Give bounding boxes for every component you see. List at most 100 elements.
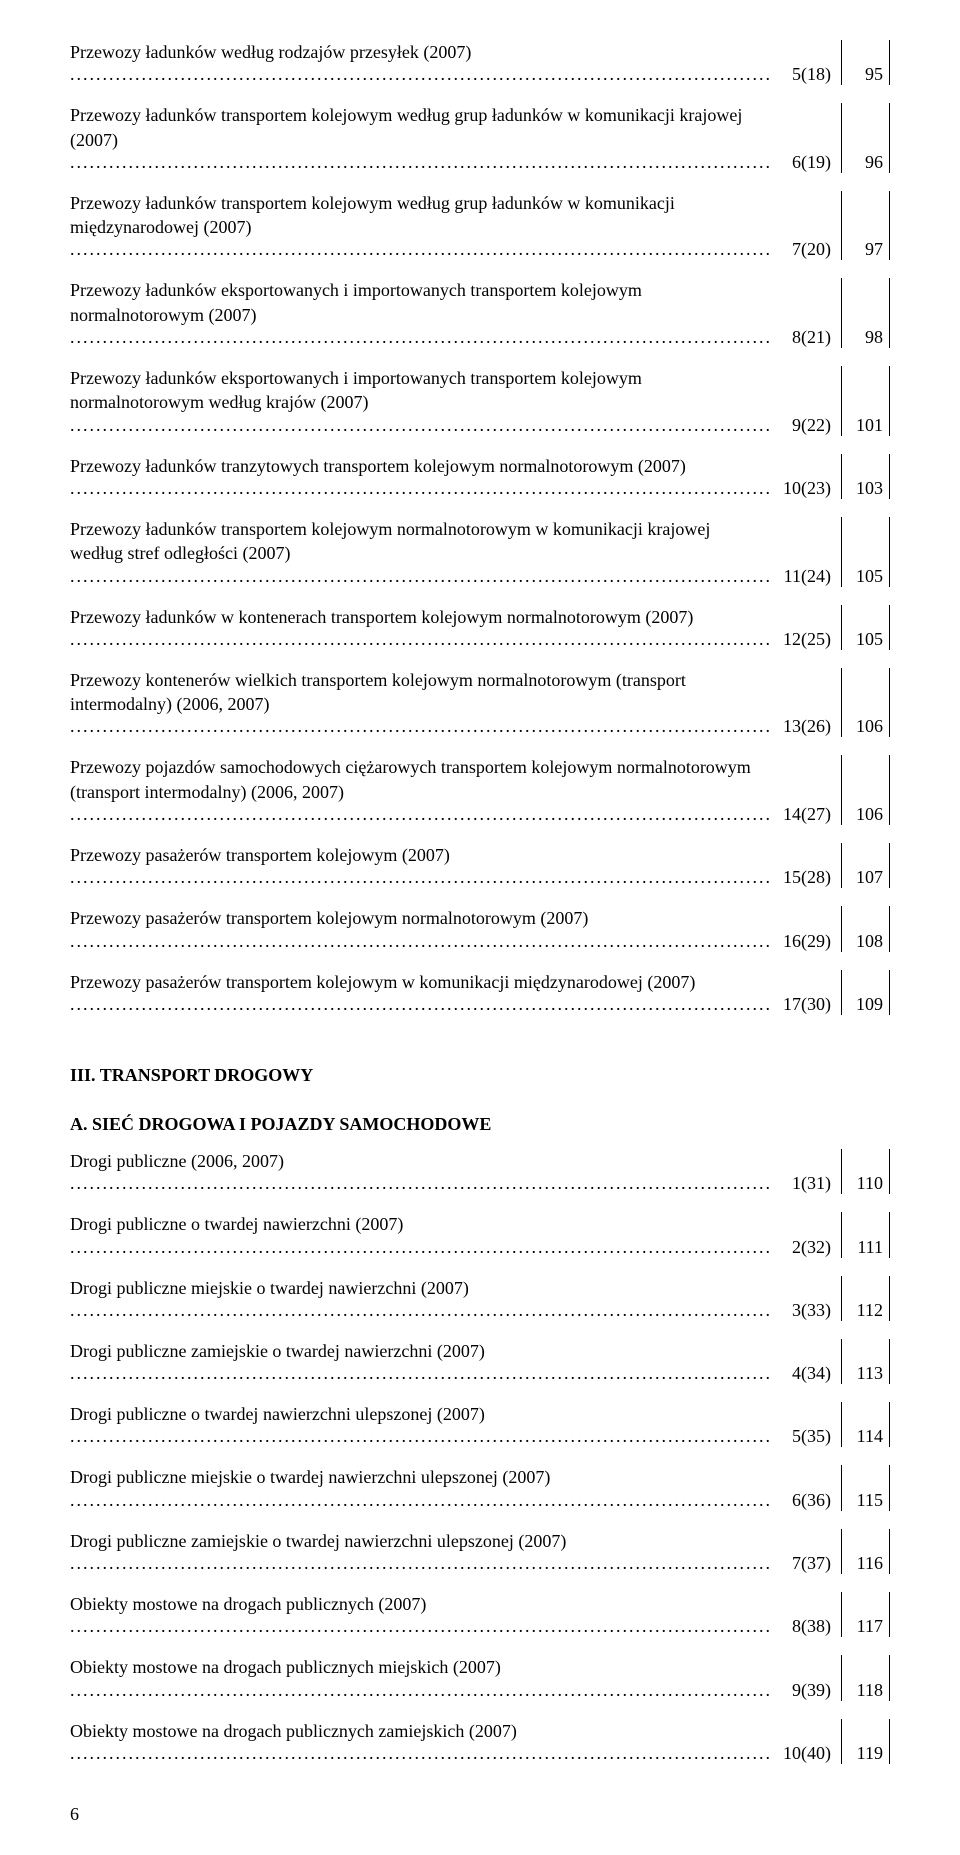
toc-entry-label: Przewozy kontenerów wielkich transportem… — [70, 670, 686, 714]
dotted-leader: ........................................… — [70, 1680, 772, 1700]
dotted-leader: ........................................… — [70, 1237, 772, 1257]
dotted-leader: ........................................… — [70, 1616, 772, 1636]
toc-entry: Drogi publiczne miejskie o twardej nawie… — [70, 1465, 890, 1510]
toc-entry: Przewozy kontenerów wielkich transportem… — [70, 668, 890, 738]
toc-entry-ref: 7(20) — [772, 191, 842, 261]
toc-entry-ref: 5(35) — [772, 1402, 842, 1447]
toc-list-1: Przewozy ładunków według rodzajów przesy… — [70, 40, 890, 1015]
toc-entry: Przewozy ładunków transportem kolejowym … — [70, 191, 890, 261]
toc-entry-ref: 5(18) — [772, 40, 842, 85]
toc-entry-ref: 9(39) — [772, 1655, 842, 1700]
toc-entry-label: Drogi publiczne (2006, 2007) — [70, 1151, 286, 1171]
toc-entry: Drogi publiczne (2006, 2007) ...........… — [70, 1149, 890, 1194]
toc-entry-text: Przewozy ładunków transportem kolejowym … — [70, 517, 772, 587]
toc-entry-label: Przewozy pasażerów transportem kolejowym… — [70, 845, 452, 865]
toc-entry-page: 110 — [842, 1149, 890, 1194]
toc-entry-page: 105 — [842, 517, 890, 587]
toc-entry-text: Przewozy ładunków eksportowanych i impor… — [70, 278, 772, 348]
toc-entry-label: Obiekty mostowe na drogach publicznych m… — [70, 1657, 503, 1677]
toc-entry-label: Przewozy ładunków w kontenerach transpor… — [70, 607, 695, 627]
page-number: 6 — [70, 1804, 890, 1825]
toc-entry-label: Przewozy ładunków transportem kolejowym … — [70, 105, 742, 149]
toc-entry-page: 96 — [842, 103, 890, 173]
toc-entry-label: Obiekty mostowe na drogach publicznych z… — [70, 1721, 519, 1741]
toc-entry-page: 119 — [842, 1719, 890, 1764]
dotted-leader: ........................................… — [70, 716, 772, 736]
toc-entry-label: Przewozy ładunków transportem kolejowym … — [70, 193, 675, 237]
toc-entry: Obiekty mostowe na drogach publicznych m… — [70, 1655, 890, 1700]
toc-entry-label: Drogi publiczne o twardej nawierzchni (2… — [70, 1214, 405, 1234]
toc-entry: Przewozy ładunków według rodzajów przesy… — [70, 40, 890, 85]
toc-entry-ref: 11(24) — [772, 517, 842, 587]
toc-entry-ref: 4(34) — [772, 1339, 842, 1384]
dotted-leader: ........................................… — [70, 566, 772, 586]
dotted-leader: ........................................… — [70, 1743, 772, 1763]
dotted-leader: ........................................… — [70, 994, 772, 1014]
toc-entry-page: 95 — [842, 40, 890, 85]
toc-entry-ref: 10(40) — [772, 1719, 842, 1764]
toc-entry-page: 117 — [842, 1592, 890, 1637]
toc-entry-ref: 2(32) — [772, 1212, 842, 1257]
toc-entry: Przewozy ładunków transportem kolejowym … — [70, 517, 890, 587]
toc-entry-text: Przewozy ładunków według rodzajów przesy… — [70, 40, 772, 85]
toc-entry-label: Drogi publiczne miejskie o twardej nawie… — [70, 1467, 552, 1487]
dotted-leader: ........................................… — [70, 1173, 772, 1193]
toc-entry-ref: 13(26) — [772, 668, 842, 738]
toc-entry-ref: 1(31) — [772, 1149, 842, 1194]
toc-entry-page: 108 — [842, 906, 890, 951]
dotted-leader: ........................................… — [70, 478, 772, 498]
toc-entry-label: Przewozy ładunków eksportowanych i impor… — [70, 368, 642, 412]
toc-entry: Drogi publiczne zamiejskie o twardej naw… — [70, 1339, 890, 1384]
toc-entry-page: 112 — [842, 1276, 890, 1321]
toc-entry: Obiekty mostowe na drogach publicznych z… — [70, 1719, 890, 1764]
toc-entry-ref: 7(37) — [772, 1529, 842, 1574]
toc-entry-page: 98 — [842, 278, 890, 348]
toc-entry-label: Obiekty mostowe na drogach publicznych (… — [70, 1594, 428, 1614]
dotted-leader: ........................................… — [70, 1300, 772, 1320]
toc-entry-label: Drogi publiczne zamiejskie o twardej naw… — [70, 1531, 568, 1551]
toc-entry-text: Obiekty mostowe na drogach publicznych z… — [70, 1719, 772, 1764]
toc-entry-label: Przewozy pasażerów transportem kolejowym… — [70, 908, 590, 928]
toc-entry-label: Przewozy ładunków tranzytowych transport… — [70, 456, 688, 476]
toc-entry-text: Przewozy pasażerów transportem kolejowym… — [70, 906, 772, 951]
toc-entry-page: 103 — [842, 454, 890, 499]
toc-entry-page: 105 — [842, 605, 890, 650]
toc-entry-ref: 12(25) — [772, 605, 842, 650]
toc-entry-ref: 15(28) — [772, 843, 842, 888]
toc-entry-ref: 8(21) — [772, 278, 842, 348]
toc-entry-text: Obiekty mostowe na drogach publicznych m… — [70, 1655, 772, 1700]
toc-entry-ref: 9(22) — [772, 366, 842, 436]
toc-list-2: Drogi publiczne (2006, 2007) ...........… — [70, 1149, 890, 1764]
toc-entry-text: Obiekty mostowe na drogach publicznych (… — [70, 1592, 772, 1637]
toc-entry: Przewozy ładunków tranzytowych transport… — [70, 454, 890, 499]
toc-entry: Obiekty mostowe na drogach publicznych (… — [70, 1592, 890, 1637]
section-heading-3: III. TRANSPORT DROGOWY — [70, 1065, 890, 1086]
toc-entry-page: 114 — [842, 1402, 890, 1447]
toc-entry-page: 111 — [842, 1212, 890, 1257]
toc-entry-page: 107 — [842, 843, 890, 888]
subsection-heading-3a: A. SIEĆ DROGOWA I POJAZDY SAMOCHODOWE — [70, 1114, 890, 1135]
toc-entry-page: 106 — [842, 668, 890, 738]
toc-entry-page: 116 — [842, 1529, 890, 1574]
toc-entry-ref: 17(30) — [772, 970, 842, 1015]
toc-entry-text: Przewozy ładunków tranzytowych transport… — [70, 454, 772, 499]
toc-entry-label: Przewozy pasażerów transportem kolejowym… — [70, 972, 697, 992]
dotted-leader: ........................................… — [70, 64, 772, 84]
toc-entry: Przewozy pojazdów samochodowych ciężarow… — [70, 755, 890, 825]
toc-entry-text: Drogi publiczne zamiejskie o twardej naw… — [70, 1339, 772, 1384]
toc-entry: Drogi publiczne zamiejskie o twardej naw… — [70, 1529, 890, 1574]
toc-entry-text: Drogi publiczne miejskie o twardej nawie… — [70, 1465, 772, 1510]
toc-entry-page: 106 — [842, 755, 890, 825]
toc-entry: Przewozy pasażerów transportem kolejowym… — [70, 843, 890, 888]
toc-entry-label: Przewozy ładunków transportem kolejowym … — [70, 519, 710, 563]
toc-entry-label: Drogi publiczne miejskie o twardej nawie… — [70, 1278, 471, 1298]
toc-entry-label: Przewozy ładunków eksportowanych i impor… — [70, 280, 642, 324]
toc-entry-text: Drogi publiczne o twardej nawierzchni ul… — [70, 1402, 772, 1447]
toc-entry: Przewozy pasażerów transportem kolejowym… — [70, 970, 890, 1015]
toc-entry-text: Drogi publiczne zamiejskie o twardej naw… — [70, 1529, 772, 1574]
toc-entry-page: 109 — [842, 970, 890, 1015]
toc-entry: Przewozy ładunków eksportowanych i impor… — [70, 278, 890, 348]
toc-entry-text: Przewozy ładunków transportem kolejowym … — [70, 103, 772, 173]
toc-entry-page: 101 — [842, 366, 890, 436]
toc-entry-page: 118 — [842, 1655, 890, 1700]
